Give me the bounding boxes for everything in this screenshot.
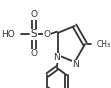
- Text: S: S: [30, 29, 37, 39]
- Text: N: N: [54, 53, 60, 62]
- Text: CH₃: CH₃: [96, 40, 110, 48]
- Text: HO: HO: [1, 30, 15, 39]
- Text: N: N: [72, 60, 79, 69]
- Text: O: O: [43, 30, 50, 39]
- Text: O: O: [30, 10, 37, 19]
- Text: O: O: [30, 49, 37, 58]
